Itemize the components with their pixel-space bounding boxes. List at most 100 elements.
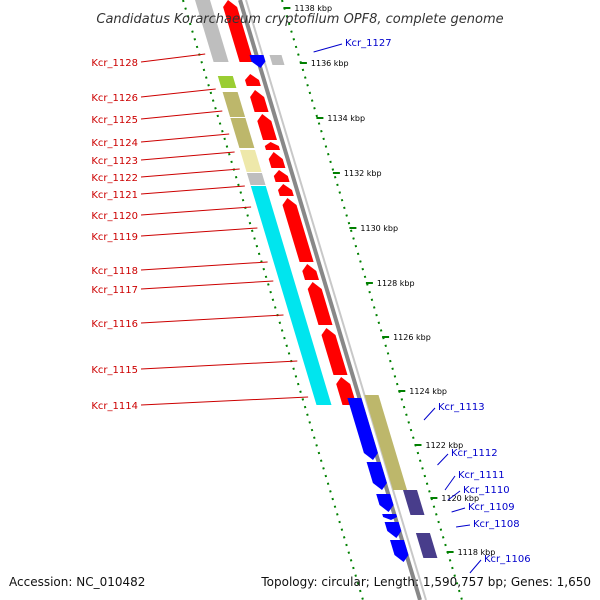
forward-gene-arrow-5 <box>384 522 402 538</box>
reverse-gene-arrow-5 <box>264 142 280 150</box>
cog-feature-1113 <box>364 395 407 490</box>
cog-feature-1106 <box>415 533 438 558</box>
leader-line-kcr_1115 <box>140 360 298 370</box>
map-title: Candidatus Korarchaeum cryptofilum OPF8,… <box>96 12 503 27</box>
reverse-strand-genes <box>223 0 357 405</box>
gene-label-kcr_1108: Kcr_1108 <box>473 519 520 530</box>
gene-label-kcr_1121: Kcr_1121 <box>91 190 138 201</box>
cog-feature-2 <box>217 76 237 88</box>
reverse-gene-arrow-8 <box>278 184 294 196</box>
kbp-tick-label-4: 1132 kbp <box>344 169 382 178</box>
leader-line-kcr_1126 <box>140 88 216 98</box>
gene-label-kcr_1120: Kcr_1120 <box>91 211 138 222</box>
leader-line-kcr_1111 <box>444 475 456 491</box>
gene-label-kcr_1106: Kcr_1106 <box>484 554 531 565</box>
kbp-tick-label-11: 1118 kbp <box>458 548 496 557</box>
kbp-tick-label-7: 1126 kbp <box>393 333 431 342</box>
kbp-tick-label-9: 1122 kbp <box>426 441 464 450</box>
cog-feature-3 <box>222 92 246 117</box>
gene-label-kcr_1113: Kcr_1113 <box>438 402 485 413</box>
reverse-gene-arrow-9 <box>282 198 314 262</box>
cog-feature-1110 <box>403 490 425 515</box>
cog-feature-1 <box>195 0 229 62</box>
genome-backbone <box>238 0 427 600</box>
leader-line-kcr_1119 <box>140 227 258 237</box>
gene-label-kcr_1111: Kcr_1111 <box>458 470 505 481</box>
forward-gene-arrow-6 <box>390 540 409 562</box>
kbp-tick-label-6: 1128 kbp <box>377 279 415 288</box>
cog-feature-track <box>195 0 332 405</box>
gene-label-kcr_1124: Kcr_1124 <box>91 138 138 149</box>
cog-feature-7 <box>250 186 332 405</box>
reverse-gene-arrow-11 <box>307 282 333 325</box>
kbp-tick-label-10: 1120 kbp <box>441 494 479 503</box>
gene-label-kcr_1126: Kcr_1126 <box>91 93 138 104</box>
leader-line-kcr_1124 <box>140 133 230 143</box>
kbp-tick-label-2: 1136 kbp <box>311 59 349 68</box>
leader-line-kcr_1127 <box>313 43 343 53</box>
gene-label-kcr_1127: Kcr_1127 <box>345 38 392 49</box>
leader-line-kcr_1121 <box>140 185 245 195</box>
leader-line-kcr_1122 <box>140 168 240 178</box>
leader-line-kcr_1118 <box>140 261 268 271</box>
gene-label-kcr_1128: Kcr_1128 <box>91 58 138 69</box>
leader-line-kcr_1128 <box>140 53 206 63</box>
reverse-gene-arrow-3 <box>250 90 269 112</box>
topology-label: Topology: circular; Length: 1,590,757 bp… <box>260 575 591 589</box>
backbone-line-inner <box>245 0 427 600</box>
gene-label-kcr_1123: Kcr_1123 <box>91 156 138 167</box>
leader-line-kcr_1125 <box>140 110 223 120</box>
gene-label-kcr_1125: Kcr_1125 <box>91 115 138 126</box>
kbp-tick-label-3: 1134 kbp <box>327 114 365 123</box>
leader-line-kcr_1110 <box>447 490 461 501</box>
gene-labels: Kcr_1128 Kcr_1126 Kcr_1125 Kcr_1124 Kcr_1123… <box>91 38 531 574</box>
reverse-gene-arrow-6 <box>268 152 286 168</box>
leader-line-kcr_1114 <box>140 396 309 406</box>
forward-gene-arrow-2 <box>366 462 387 490</box>
gene-label-kcr_1114: Kcr_1114 <box>91 401 138 412</box>
gene-label-kcr_1119: Kcr_1119 <box>91 232 138 243</box>
gene-label-kcr_1110: Kcr_1110 <box>463 485 510 496</box>
gene-label-kcr_1117: Kcr_1117 <box>91 285 138 296</box>
kbp-ruler: 1138 kbp 1136 kbp 1134 kbp 1132 kbp 1130 kbp… <box>283 4 495 557</box>
reverse-gene-arrow-7 <box>273 170 290 182</box>
dotted-rings <box>182 0 463 600</box>
reverse-gene-arrow-12 <box>321 328 348 375</box>
leader-line-kcr_1116 <box>140 314 284 324</box>
reverse-gene-arrow-4 <box>257 114 277 140</box>
gene-label-kcr_1122: Kcr_1122 <box>91 173 138 184</box>
leader-line-kcr_1109 <box>451 507 466 513</box>
reverse-gene-arrow-2 <box>245 74 261 86</box>
forward-gene-arrow-1 <box>347 398 378 460</box>
leader-line-kcr_1113 <box>423 407 436 421</box>
forward-strand-genes <box>249 55 438 562</box>
cog-feature-1127 <box>269 55 285 65</box>
leader-line-kcr_1117 <box>140 280 274 290</box>
kbp-tick-label-5: 1130 kbp <box>360 224 398 233</box>
kbp-tick-label-1: 1138 kbp <box>294 4 332 13</box>
leader-line-kcr_1112 <box>437 453 449 466</box>
gene-label-kcr_1115: Kcr_1115 <box>91 365 138 376</box>
kbp-tick-label-8: 1124 kbp <box>409 387 447 396</box>
inner-dotted-ring <box>281 0 463 600</box>
leader-line-kcr_1108 <box>456 524 471 528</box>
gene-label-kcr_1118: Kcr_1118 <box>91 266 138 277</box>
cog-feature-4 <box>230 118 255 148</box>
gene-label-kcr_1109: Kcr_1109 <box>468 502 515 513</box>
accession-label: Accession: NC_010482 <box>9 575 145 589</box>
leader-line-kcr_1123 <box>140 151 235 161</box>
backbone-line-outer <box>238 0 422 600</box>
reverse-gene-arrow-1 <box>223 0 254 62</box>
forward-gene-arrow-1127 <box>249 55 266 68</box>
leader-line-kcr_1120 <box>140 206 252 216</box>
forward-gene-arrow-3 <box>376 494 394 512</box>
cog-feature-5 <box>240 150 262 172</box>
leader-line-kcr_1106 <box>469 559 482 574</box>
outer-dotted-ring <box>182 0 364 600</box>
reverse-gene-arrow-10 <box>302 264 319 280</box>
gene-label-kcr_1116: Kcr_1116 <box>91 319 138 330</box>
gene-label-kcr_1112: Kcr_1112 <box>451 448 498 459</box>
forward-gene-arrow-4 <box>382 514 398 520</box>
cog-feature-6 <box>246 173 266 185</box>
